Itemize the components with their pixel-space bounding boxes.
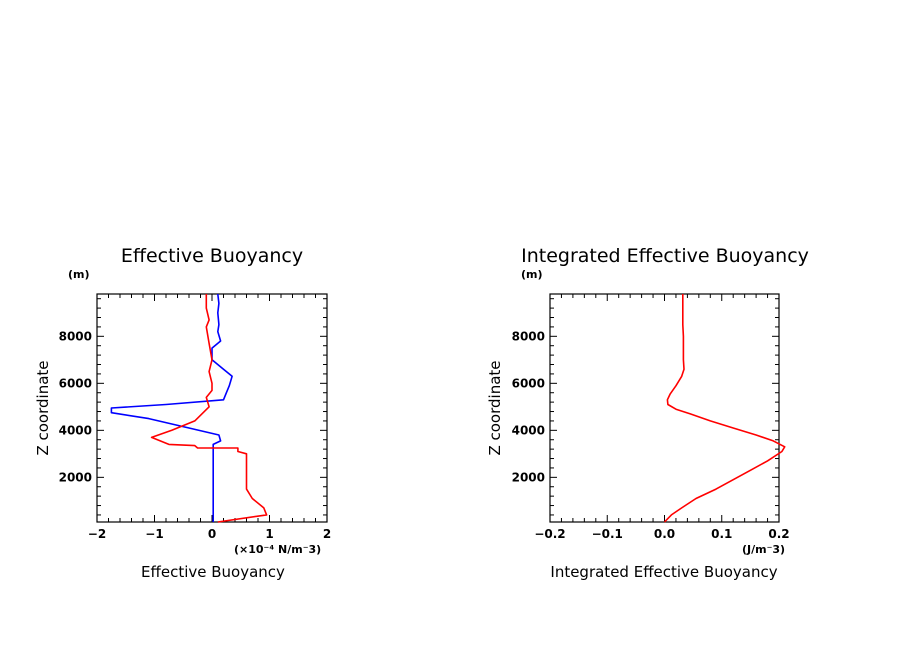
y-tick-label: 2000	[512, 470, 545, 484]
x-axis-unit: (J/m⁻3)	[742, 543, 785, 556]
x-tick-label: 0.2	[768, 527, 789, 541]
series-line-1	[150, 294, 268, 523]
x-tick-label: 1	[265, 527, 273, 541]
x-tick-label: −2	[88, 527, 106, 541]
y-axis-label: Z coordinate	[486, 360, 504, 455]
x-tick-label: −1	[145, 527, 163, 541]
y-axis-unit: (m)	[521, 268, 543, 281]
x-tick-label: −0.1	[592, 527, 623, 541]
x-tick-label: −0.2	[534, 527, 565, 541]
x-tick-label: 0.0	[654, 527, 675, 541]
x-tick-label: 0.1	[711, 527, 732, 541]
x-axis-label: Integrated Effective Buoyancy	[550, 563, 777, 581]
y-tick-label: 6000	[59, 376, 92, 390]
y-axis-label: Z coordinate	[34, 360, 52, 455]
x-axis-label: Effective Buoyancy	[141, 563, 285, 581]
y-tick-label: 8000	[512, 329, 545, 343]
x-tick-label: 0	[208, 527, 216, 541]
y-tick-label: 2000	[59, 470, 92, 484]
y-tick-label: 4000	[59, 423, 92, 437]
y-axis-unit: (m)	[68, 268, 90, 281]
y-tick-label: 4000	[512, 423, 545, 437]
series-line-0	[663, 294, 786, 523]
y-tick-label: 8000	[59, 329, 92, 343]
x-axis-unit: (×10⁻⁴ N/m⁻3)	[234, 543, 321, 556]
chart-title: Effective Buoyancy	[121, 245, 303, 267]
x-tick-label: 2	[323, 527, 331, 541]
series-line-0	[110, 293, 233, 522]
chart-title: Integrated Effective Buoyancy	[521, 245, 809, 267]
y-tick-label: 6000	[512, 376, 545, 390]
